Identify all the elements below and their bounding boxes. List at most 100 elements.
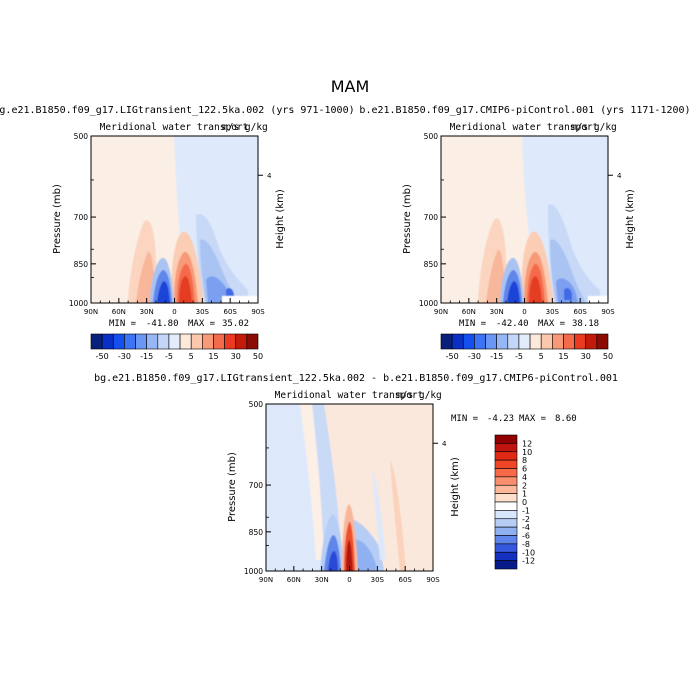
colorbar-tick-label: -30 <box>118 352 131 361</box>
colorbar-tick-label: 5 <box>189 352 194 361</box>
y-tick-label: 850 <box>74 260 89 269</box>
colorbar-tick-label: 2 <box>522 481 527 490</box>
x-tick-label: 60N <box>462 308 476 316</box>
x-tick-label: 60N <box>112 308 126 316</box>
x-tick-label: 90N <box>434 308 448 316</box>
x-tick-label: 90S <box>426 576 440 584</box>
y-tick-label: 500 <box>249 400 264 409</box>
colorbar-swatch <box>494 459 518 469</box>
panel-subtitle: Meridional water transport <box>450 122 599 133</box>
colorbar-swatch <box>146 333 159 350</box>
colorbar-swatch <box>494 434 518 444</box>
y2-axis-label: Height (km) <box>625 189 636 249</box>
colorbar-swatch <box>494 551 518 561</box>
pos-eq-core <box>529 276 542 303</box>
y-tick-label: 500 <box>424 132 439 141</box>
y2-axis-label: Height (km) <box>450 457 461 517</box>
colorbar-swatch <box>494 526 518 536</box>
colorbar-swatch <box>529 333 542 350</box>
y-tick-label: 850 <box>249 528 264 537</box>
colorbar-swatch <box>157 333 170 350</box>
colorbar-swatch <box>494 501 518 511</box>
colorbar-swatch <box>585 333 598 350</box>
colorbar-swatch <box>494 468 518 478</box>
x-tick-label: 30S <box>546 308 560 316</box>
pos-strip-center <box>300 404 324 560</box>
colorbar-swatch <box>124 333 136 350</box>
y2-tick-label: 4 <box>442 440 447 448</box>
pos-south-streaks <box>390 460 406 571</box>
colorbar-swatch <box>496 333 509 350</box>
colorbar-swatch <box>451 333 464 350</box>
x-tick-label: 90S <box>251 308 265 316</box>
x-tick-label: 30N <box>490 308 504 316</box>
colorbar-swatch <box>135 333 147 350</box>
colorbar-tick-label: -10 <box>522 548 535 557</box>
y2-tick-label: 4 <box>267 172 272 180</box>
y-tick-label: 500 <box>74 132 89 141</box>
colorbar-swatch <box>563 333 575 350</box>
colorbar-swatch <box>494 443 518 453</box>
colorbar-tick-label: -5 <box>165 352 173 361</box>
colorbar-swatch <box>596 333 609 350</box>
colorbar-swatch <box>494 560 518 570</box>
y-ticks: 500 700 850 1000 <box>69 132 96 308</box>
colorbar-swatch <box>90 333 103 350</box>
colorbar-swatch <box>112 333 125 350</box>
x-tick-label: 30S <box>371 576 385 584</box>
y-tick-label: 700 <box>74 213 89 222</box>
colorbar-swatch <box>494 476 518 486</box>
units-label: m/s g/kg <box>222 122 268 133</box>
contour-plot <box>440 135 609 304</box>
colorbar-swatch <box>235 333 248 350</box>
colorbar: -50 -30 -15 -5 5 15 30 50 <box>440 333 613 361</box>
colorbar-swatch <box>552 333 564 350</box>
max-label: MAX = <box>519 414 547 424</box>
colorbar-tick-label: 15 <box>558 352 568 361</box>
colorbar-swatch <box>485 333 497 350</box>
y-ticks: 500 700 850 1000 <box>419 132 446 308</box>
contour-plot <box>265 403 434 572</box>
colorbar-tick-label: -4 <box>522 523 530 532</box>
run-title: bg.e21.B1850.f09_g17.LIGtransient_122.5k… <box>0 105 355 116</box>
min-label: MIN = <box>451 414 479 424</box>
colorbar-swatch <box>507 333 520 350</box>
x-ticks: 90N 60N 30N 0 30S 60S 90S <box>434 298 615 316</box>
x-tick-label: 60S <box>573 308 587 316</box>
x-tick-label: 90S <box>601 308 615 316</box>
min-label: MIN = <box>459 319 487 329</box>
colorbar-tick-label: 12 <box>522 439 532 448</box>
x-tick-label: 60S <box>398 576 412 584</box>
colorbar-tick-label: 50 <box>603 352 613 361</box>
colorbar-tick-label: -15 <box>140 352 153 361</box>
max-value: 35.02 <box>222 319 249 329</box>
y2-ticks: 4 <box>607 136 622 303</box>
x-tick-label: 0 <box>522 308 526 316</box>
colorbar-tick-label: -5 <box>515 352 523 361</box>
neg-lobe-south-mid <box>354 539 376 571</box>
y2-axis-label: Height (km) <box>275 189 286 249</box>
colorbar-swatch <box>494 493 518 503</box>
colorbar-tick-label: 30 <box>231 352 241 361</box>
x-tick-label: 0 <box>347 576 351 584</box>
colorbar-tick-label: 0 <box>522 498 527 507</box>
panel-top-left: bg.e21.B1850.f09_g17.LIGtransient_122.5k… <box>0 105 355 361</box>
colorbar-tick-label: -30 <box>468 352 481 361</box>
colorbar-swatch <box>190 333 203 350</box>
y-tick-label: 1000 <box>419 299 438 308</box>
min-value: -4.23 <box>487 414 514 424</box>
neg-eq-core <box>507 281 520 303</box>
x-ticks: 90N 60N 30N 0 30S 60S 90S <box>84 298 265 316</box>
panel-subtitle: Meridional water transport <box>275 390 424 401</box>
x-tick-label: 60N <box>287 576 301 584</box>
units-label: m/s g/kg <box>396 390 442 401</box>
pos-eq-core <box>346 540 353 571</box>
x-tick-label: 30S <box>196 308 210 316</box>
colorbar-swatch <box>474 333 486 350</box>
colorbar-tick-label: 5 <box>539 352 544 361</box>
panel-top-right: b.e21.B1850.f09_g17.CMIP6-piControl.001 … <box>359 105 690 361</box>
y-axis-label: Pressure (mb) <box>227 452 238 522</box>
x-ticks: 90N 60N 30N 0 30S 60S 90S <box>259 566 440 584</box>
max-value: 8.60 <box>555 414 577 424</box>
